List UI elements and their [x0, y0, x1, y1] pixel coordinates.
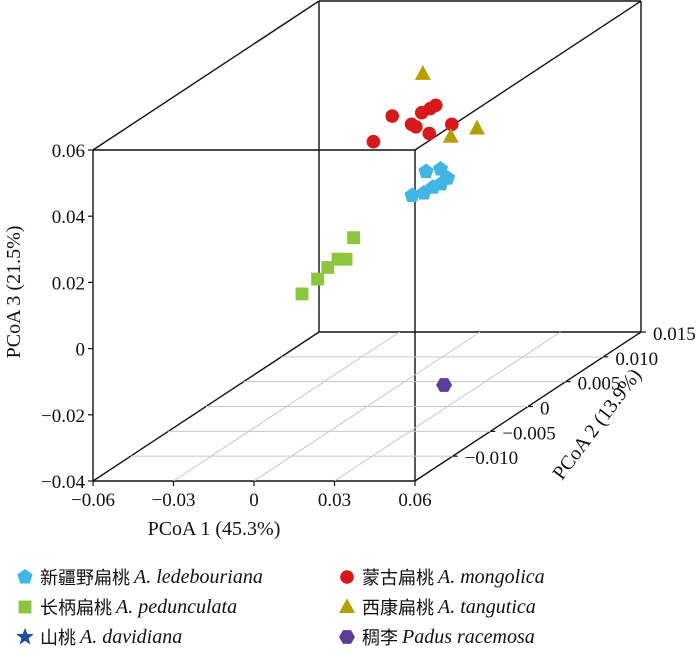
x-tick-label: 0.03 [318, 490, 351, 511]
legend-swatch-shape [18, 600, 32, 614]
legend-latin: A. davidiana [80, 625, 183, 648]
legend-cn: 稠李 [362, 628, 398, 649]
data-point [418, 163, 434, 178]
x-axis-title: PCoA 1 (45.3%) [148, 518, 281, 540]
z-tick-label: 0 [76, 340, 86, 361]
legend-item-ledebouriana: 新疆野扁桃 A. ledebouriana [14, 562, 263, 592]
z-tick-label: 0.02 [52, 273, 85, 294]
legend-swatch-shape [339, 598, 355, 613]
tick-labels: −0.06 −0.03 0 0.03 0.06 −0.010 −0.005 0 0.005 0.0… [41, 141, 696, 511]
data-point [409, 120, 423, 134]
legend-swatch-shape [340, 570, 354, 584]
legend-cn: 新疆野扁桃 [40, 568, 130, 589]
data-point [347, 231, 360, 245]
data-point [432, 161, 449, 176]
data-point [416, 185, 432, 200]
z-tick-label: 0.06 [52, 141, 85, 162]
triangle-icon [336, 596, 358, 618]
series-circle [366, 98, 459, 149]
legend-latin: A. ledebouriana [134, 565, 263, 588]
data-point [414, 65, 431, 80]
legend-item-davidiana: 山桃 A. davidiana [14, 622, 182, 652]
series-pentagon [404, 161, 456, 202]
data-point [366, 134, 381, 149]
y-tick-label: 0 [540, 399, 550, 420]
legend-cn: 长柄扁桃 [40, 598, 112, 619]
hexagon-icon [336, 626, 358, 648]
data-point [311, 272, 324, 286]
legend-cn: 山桃 [40, 628, 76, 649]
star-icon [14, 626, 36, 648]
box-edge [92, 0, 320, 151]
legend-swatch-shape [339, 630, 355, 644]
z-axis-title: PCoA 3 (21.5%) [3, 226, 25, 359]
data-point [444, 117, 459, 132]
z-tick-label: −0.04 [41, 472, 85, 493]
data-points [295, 65, 486, 392]
y-tick-label: −0.005 [502, 423, 555, 444]
legend-cn: 西康扁桃 [362, 598, 434, 619]
data-point [428, 98, 443, 113]
legend-latin: A. pedunculata [116, 595, 238, 618]
data-point [331, 252, 345, 266]
y-tick-label: 0.010 [615, 349, 658, 370]
series-hexagon [436, 378, 453, 392]
y-tick-label: −0.010 [465, 448, 518, 469]
x-tick-label: 0 [249, 490, 259, 511]
square-icon [14, 596, 36, 618]
legend-item-pedunculata: 长柄扁桃 A. pedunculata [14, 592, 237, 622]
series-triangle [414, 65, 486, 143]
legend-latin: A. tangutica [438, 595, 536, 618]
series-square [295, 231, 360, 301]
legend-item-padus: 稠李 Padus racemosa [336, 622, 535, 652]
legend: 新疆野扁桃 A. ledebouriana 蒙古扁桃 A. mongolica … [14, 560, 694, 650]
pentagon-icon [14, 566, 36, 588]
legend-swatch-shape [17, 569, 33, 584]
data-point [436, 378, 453, 392]
legend-cn: 蒙古扁桃 [362, 568, 434, 589]
pcoa-3d-scatter-chart: −0.06 −0.03 0 0.03 0.06 −0.010 −0.005 0 0.005 0.0… [3, 0, 696, 540]
legend-swatch-shape [16, 627, 34, 645]
x-tick-label: 0.06 [398, 490, 431, 511]
data-point [321, 261, 335, 274]
legend-item-mongolica: 蒙古扁桃 A. mongolica [336, 562, 545, 592]
z-tick-label: −0.02 [41, 406, 85, 427]
legend-latin: Padus racemosa [402, 625, 535, 648]
x-tick-label: −0.06 [71, 490, 115, 511]
data-point [469, 119, 486, 135]
data-point [442, 127, 459, 143]
data-point [422, 126, 437, 141]
floor-grid [130, 331, 604, 482]
y-tick-label: 0.005 [578, 374, 621, 395]
y-tick-label: 0.015 [653, 324, 696, 345]
data-point [295, 287, 309, 301]
z-tick-label: 0.04 [52, 207, 86, 228]
data-point [404, 187, 420, 202]
x-tick-label: −0.03 [152, 490, 196, 511]
data-point [385, 109, 400, 123]
legend-latin: A. mongolica [438, 565, 545, 588]
data-point [433, 175, 449, 191]
axes-box [92, 0, 642, 482]
legend-item-tangutica: 西康扁桃 A. tangutica [336, 592, 536, 622]
circle-icon [336, 566, 358, 588]
